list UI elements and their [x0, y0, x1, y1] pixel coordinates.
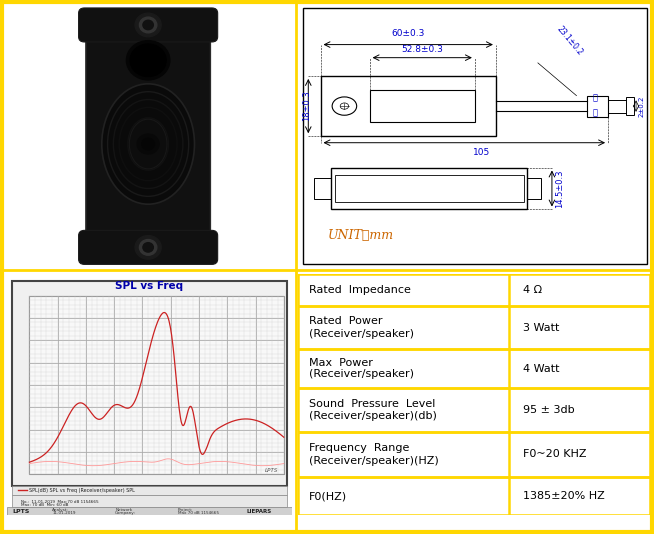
- Text: Max 70 dB 1154665: Max 70 dB 1154665: [178, 511, 219, 515]
- Bar: [298, 274, 650, 306]
- FancyBboxPatch shape: [78, 8, 218, 42]
- Text: F0(HZ): F0(HZ): [309, 491, 347, 501]
- Text: LPTS: LPTS: [12, 509, 29, 514]
- Text: No.:  11-01-2019  Max:70 dB 1154665: No.: 11-01-2019 Max:70 dB 1154665: [21, 500, 99, 504]
- Ellipse shape: [129, 119, 167, 169]
- Text: 23.1±0.2: 23.1±0.2: [555, 25, 585, 58]
- Text: LPTS: LPTS: [265, 468, 278, 473]
- Circle shape: [130, 44, 166, 76]
- Text: Max  Power: Max Power: [309, 358, 373, 368]
- Bar: [12, 485, 286, 495]
- Bar: [587, 96, 608, 116]
- Bar: [335, 175, 524, 202]
- Circle shape: [142, 138, 154, 150]
- Bar: [29, 296, 284, 474]
- Bar: [298, 431, 650, 477]
- Text: 105: 105: [473, 148, 490, 157]
- Ellipse shape: [102, 84, 194, 204]
- Text: SPL vs Freq: SPL vs Freq: [115, 281, 184, 291]
- Text: 2±0.2: 2±0.2: [638, 96, 644, 117]
- Text: (Receiver/speaker)(db): (Receiver/speaker)(db): [309, 411, 437, 421]
- Circle shape: [135, 13, 161, 37]
- Bar: [298, 349, 650, 388]
- Text: 4 Ω: 4 Ω: [523, 285, 543, 295]
- Text: (Receiver/speaker)(HZ): (Receiver/speaker)(HZ): [309, 456, 439, 466]
- Circle shape: [126, 41, 170, 80]
- Text: 52.8±0.3: 52.8±0.3: [402, 45, 443, 54]
- Bar: [331, 168, 527, 209]
- Bar: [298, 306, 650, 349]
- Bar: [313, 178, 331, 199]
- Text: 4 Watt: 4 Watt: [523, 364, 560, 374]
- Circle shape: [143, 20, 153, 30]
- Text: Network: Network: [115, 508, 132, 512]
- Text: (Receiver/speaker): (Receiver/speaker): [309, 328, 414, 339]
- Bar: [12, 281, 286, 486]
- Circle shape: [139, 17, 157, 33]
- Text: Rated  Impedance: Rated Impedance: [309, 285, 411, 295]
- Text: (Receiver/speaker): (Receiver/speaker): [309, 370, 414, 379]
- Bar: [298, 388, 650, 431]
- Circle shape: [137, 134, 159, 154]
- Text: Frequency  Range: Frequency Range: [309, 443, 409, 453]
- FancyBboxPatch shape: [78, 230, 218, 264]
- Circle shape: [135, 235, 161, 259]
- Text: 3 Watt: 3 Watt: [523, 323, 560, 333]
- FancyBboxPatch shape: [86, 22, 211, 250]
- Text: F0~20 KHZ: F0~20 KHZ: [523, 449, 587, 459]
- Text: Analyst:: Analyst:: [52, 508, 69, 512]
- Bar: [527, 178, 542, 199]
- Text: 11-01-2019: 11-01-2019: [52, 511, 76, 515]
- Text: LIEPARS: LIEPARS: [247, 509, 272, 514]
- Bar: [12, 495, 286, 507]
- Text: Sound  Pressure  Level: Sound Pressure Level: [309, 399, 435, 409]
- Text: 60±0.3: 60±0.3: [392, 29, 425, 38]
- Text: 95 ± 3db: 95 ± 3db: [523, 405, 575, 415]
- Bar: [370, 90, 475, 122]
- Text: 黑: 黑: [593, 108, 597, 117]
- Circle shape: [139, 240, 157, 255]
- Text: 14.5±0.3: 14.5±0.3: [555, 169, 564, 208]
- Bar: [625, 97, 634, 115]
- Text: UNIT：mm: UNIT：mm: [328, 229, 394, 242]
- Text: SPL(dB) SPL vs Freq (Receiver/speaker) SPL: SPL(dB) SPL vs Freq (Receiver/speaker) S…: [29, 488, 135, 493]
- Bar: [320, 76, 496, 136]
- Text: Rated  Power: Rated Power: [309, 317, 383, 326]
- Circle shape: [143, 242, 153, 252]
- Text: 18±0.3: 18±0.3: [302, 91, 311, 121]
- Bar: [298, 477, 650, 515]
- Text: 红: 红: [593, 93, 597, 102]
- Text: Max: 70 dB  Min: 60 dB: Max: 70 dB Min: 60 dB: [21, 503, 68, 507]
- Text: Project:: Project:: [178, 508, 194, 512]
- Text: 1385±20% HZ: 1385±20% HZ: [523, 491, 605, 501]
- Text: Company:: Company:: [115, 511, 136, 515]
- Bar: [7, 507, 292, 515]
